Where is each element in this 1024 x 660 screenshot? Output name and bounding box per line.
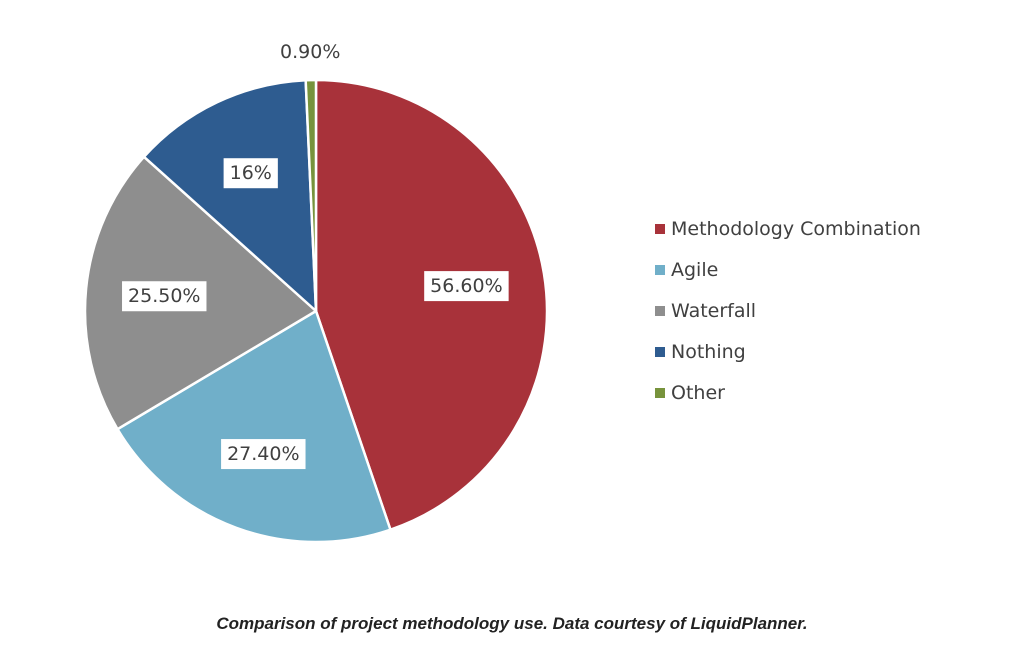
data-label-box [122, 281, 207, 312]
legend-swatch [655, 224, 665, 234]
data-label-text: 25.50% [128, 285, 200, 307]
pie-slice-nothing [142, 78, 318, 313]
legend-label: Other [671, 382, 725, 404]
legend-item-other: Other [655, 382, 725, 404]
legend-item-nothing: Nothing [655, 341, 746, 363]
legend-label: Waterfall [671, 300, 756, 322]
chart-caption: Comparison of project methodology use. D… [216, 614, 808, 633]
pie-slice-methodology-combination [314, 78, 549, 531]
legend-item-waterfall: Waterfall [655, 300, 756, 322]
data-label-box [221, 439, 306, 470]
data-label-text: 16% [230, 162, 272, 184]
legend-swatch [655, 306, 665, 316]
data-label-text: 0.90% [280, 41, 340, 63]
legend-label: Methodology Combination [671, 218, 921, 240]
legend-label: Agile [671, 259, 718, 281]
data-label-text: 56.60% [430, 275, 502, 297]
data-label-box [223, 158, 278, 189]
legend-swatch [655, 265, 665, 275]
pie-slice-agile [116, 309, 392, 544]
pie-data-labels: 56.60% 27.40% 25.50% 16% 0.90% [122, 41, 509, 470]
legend-swatch [655, 388, 665, 398]
chart-legend: Methodology Combination Agile Waterfall Not… [655, 218, 921, 404]
data-label-nothing: 16% [223, 158, 278, 189]
data-label-box [424, 271, 509, 302]
data-label-agile: 27.40% [221, 439, 306, 470]
legend-swatch [655, 347, 665, 357]
pie-slice-other [304, 78, 318, 313]
data-label-waterfall: 25.50% [122, 281, 207, 312]
data-label-methodology-combination: 56.60% [424, 271, 509, 302]
data-label-text: 27.40% [227, 443, 299, 465]
legend-item-agile: Agile [655, 259, 718, 281]
data-label-other: 0.90% [280, 41, 340, 63]
legend-label: Nothing [671, 341, 746, 363]
legend-item-methodology-combination: Methodology Combination [655, 218, 921, 240]
